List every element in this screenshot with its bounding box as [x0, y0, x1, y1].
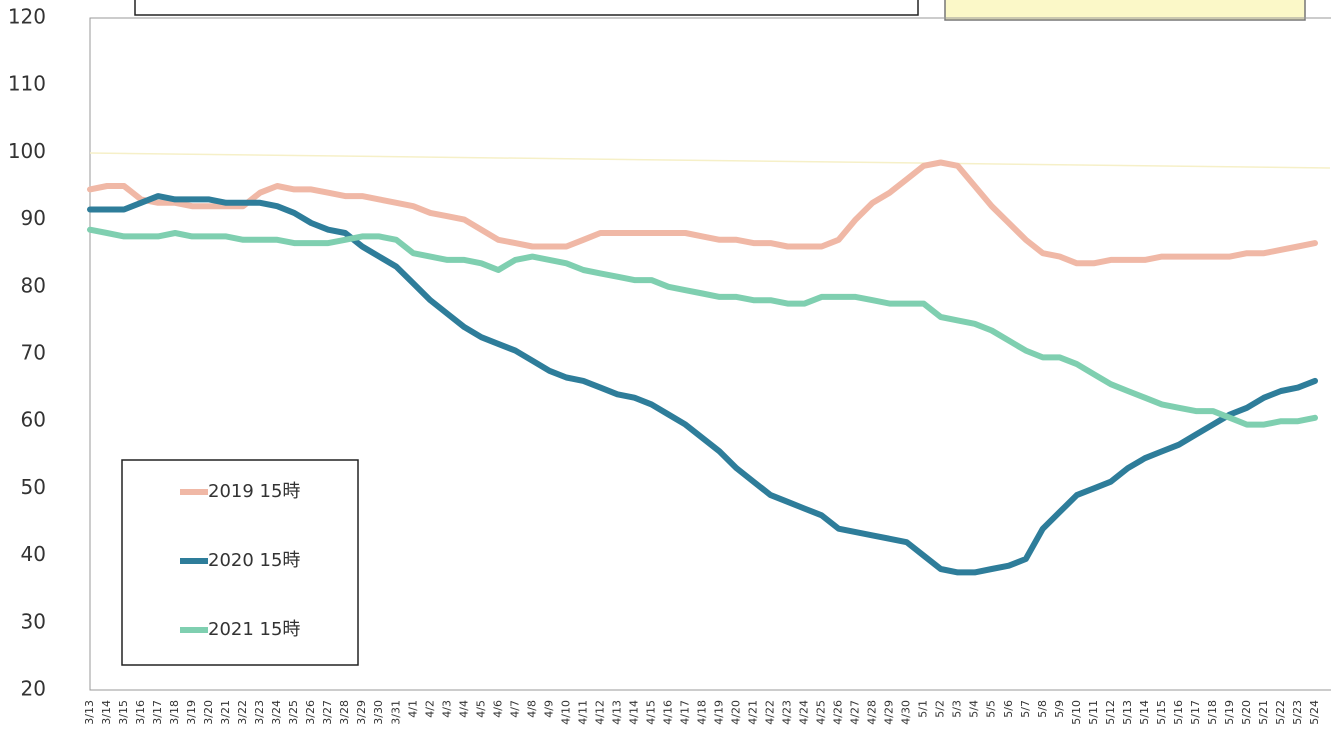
x-tick-label: 4/30 — [900, 700, 913, 725]
x-tick-label: 3/19 — [185, 700, 198, 725]
x-tick-label: 5/19 — [1223, 700, 1236, 725]
x-tick-label: 5/9 — [1053, 700, 1066, 718]
x-tick-label: 4/10 — [559, 700, 572, 725]
legend-label: 2020 15時 — [208, 550, 300, 571]
y-tick-label: 60 — [21, 408, 46, 432]
x-tick-label: 4/6 — [491, 700, 504, 718]
x-tick-label: 5/20 — [1240, 700, 1253, 725]
x-tick-label: 4/12 — [593, 700, 606, 725]
x-tick-label: 5/16 — [1172, 700, 1185, 725]
x-tick-label: 4/7 — [508, 700, 521, 718]
x-tick-label: 5/18 — [1206, 700, 1219, 725]
x-tick-label: 5/22 — [1274, 700, 1287, 725]
x-tick-label: 5/14 — [1138, 700, 1151, 725]
y-tick-label: 20 — [21, 677, 46, 701]
y-tick-label: 100 — [8, 139, 46, 163]
x-tick-label: 3/24 — [270, 700, 283, 725]
x-tick-label: 4/3 — [440, 700, 453, 718]
x-tick-label: 5/3 — [951, 700, 964, 718]
x-tick-label: 5/12 — [1104, 700, 1117, 725]
x-tick-label: 3/17 — [151, 700, 164, 725]
x-tick-label: 5/5 — [985, 700, 998, 718]
x-tick-label: 4/28 — [866, 700, 879, 725]
x-tick-label: 4/11 — [576, 700, 589, 725]
x-tick-label: 3/14 — [100, 700, 113, 725]
x-tick-label: 4/21 — [747, 700, 760, 725]
x-tick-label: 3/29 — [355, 700, 368, 725]
series-line — [87, 193, 1318, 576]
series-line — [87, 226, 1318, 428]
x-tick-label: 5/4 — [968, 700, 981, 718]
x-tick-label: 4/16 — [661, 700, 674, 725]
x-tick-label: 3/20 — [202, 700, 215, 725]
x-tick-label: 3/28 — [338, 700, 351, 725]
x-tick-label: 4/27 — [849, 700, 862, 725]
x-tick-label: 5/8 — [1036, 700, 1049, 718]
y-tick-label: 50 — [21, 475, 46, 499]
x-tick-label: 5/11 — [1087, 700, 1100, 725]
x-tick-label: 4/8 — [525, 700, 538, 718]
x-tick-label: 5/6 — [1002, 700, 1015, 718]
x-tick-label: 3/31 — [389, 700, 402, 725]
x-tick-label: 4/26 — [832, 700, 845, 725]
y-tick-label: 30 — [21, 609, 46, 633]
top-box — [134, 0, 919, 16]
x-tick-label: 5/7 — [1019, 700, 1032, 718]
faint-line — [89, 152, 1331, 169]
legend-label: 2021 15時 — [208, 619, 300, 640]
x-tick-label: 4/24 — [798, 700, 811, 725]
x-tick-label: 4/19 — [713, 700, 726, 725]
x-tick-label: 4/18 — [696, 700, 709, 725]
x-tick-label: 5/10 — [1070, 700, 1083, 725]
legend-label: 2019 15時 — [208, 481, 300, 502]
x-tick-label: 3/13 — [83, 700, 96, 725]
x-tick-label: 4/14 — [627, 700, 640, 725]
x-tick-label: 4/29 — [883, 700, 896, 725]
y-tick-label: 90 — [21, 206, 46, 230]
x-tick-label: 5/21 — [1257, 700, 1270, 725]
x-tick-label: 4/17 — [678, 700, 691, 725]
x-tick-label: 4/22 — [764, 700, 777, 725]
series-line — [87, 159, 1318, 267]
x-tick-label: 5/15 — [1155, 700, 1168, 725]
x-tick-label: 5/24 — [1308, 700, 1321, 725]
x-tick-label: 3/21 — [219, 700, 232, 725]
x-tick-label: 3/27 — [321, 700, 334, 725]
plot-frame — [89, 17, 1331, 691]
x-tick-label: 4/9 — [542, 700, 555, 718]
y-tick-label: 70 — [21, 341, 46, 365]
x-tick-label: 3/26 — [304, 700, 317, 725]
x-tick-label: 3/23 — [253, 700, 266, 725]
x-tick-label: 3/16 — [134, 700, 147, 725]
x-tick-label: 3/30 — [372, 700, 385, 725]
x-tick-label: 5/23 — [1291, 700, 1304, 725]
y-tick-label: 120 — [8, 5, 46, 29]
x-tick-label: 4/5 — [474, 700, 487, 718]
x-tick-label: 3/15 — [117, 700, 130, 725]
x-tick-label: 5/2 — [934, 700, 947, 718]
x-tick-label: 5/1 — [917, 700, 930, 718]
x-tick-label: 4/23 — [781, 700, 794, 725]
x-tick-label: 4/13 — [610, 700, 623, 725]
x-tick-label: 5/17 — [1189, 700, 1202, 725]
x-tick-label: 4/25 — [815, 700, 828, 725]
y-tick-label: 80 — [21, 273, 46, 297]
x-tick-label: 4/20 — [730, 700, 743, 725]
x-tick-label: 4/1 — [406, 700, 419, 718]
x-tick-label: 5/13 — [1121, 700, 1134, 725]
legend-box — [121, 459, 359, 666]
y-tick-label: 110 — [8, 72, 46, 96]
top-badge — [944, 0, 1306, 21]
y-tick-label: 40 — [21, 542, 46, 566]
x-tick-label: 4/4 — [457, 700, 470, 718]
x-tick-label: 3/25 — [287, 700, 300, 725]
x-tick-label: 3/18 — [168, 700, 181, 725]
x-tick-label: 4/15 — [644, 700, 657, 725]
x-tick-label: 3/22 — [236, 700, 249, 725]
x-tick-label: 4/2 — [423, 700, 436, 718]
